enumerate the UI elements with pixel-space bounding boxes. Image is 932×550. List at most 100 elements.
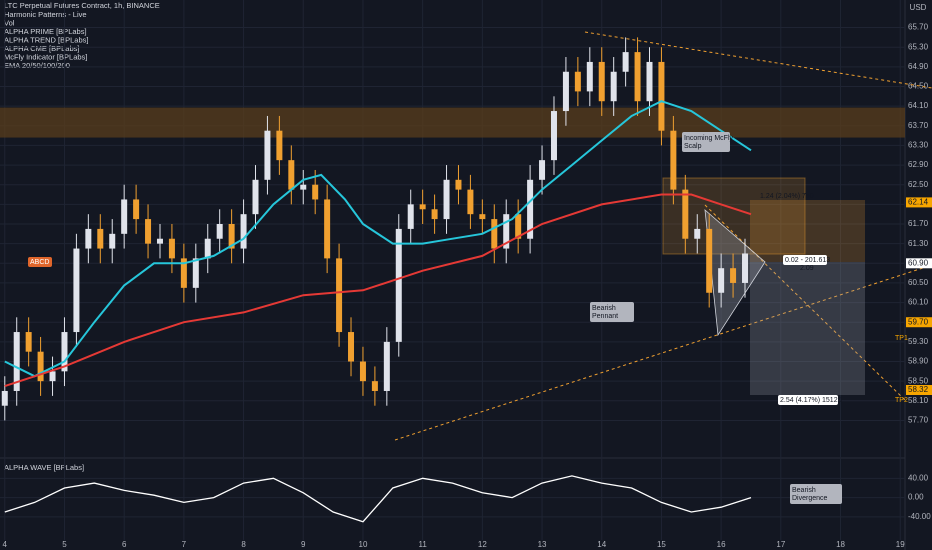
annotation-bg <box>790 484 842 504</box>
y-tick-label: 65.70 <box>908 23 929 32</box>
candle-body <box>359 361 366 382</box>
candle-body <box>491 219 498 249</box>
candle-body <box>324 199 331 259</box>
candle-body <box>192 258 199 288</box>
ema-line <box>4 193 752 388</box>
x-tick-label: 9 <box>301 540 306 549</box>
candle-body <box>646 61 653 102</box>
candle-body <box>539 160 546 180</box>
candle-body <box>419 204 426 210</box>
annotation: 1.24 (2.04%) 750 <box>760 193 814 200</box>
price-label: 62.14 <box>908 198 929 207</box>
candle-body <box>622 52 629 72</box>
price-label-bg <box>906 197 932 208</box>
price-label: 60.90 <box>908 258 929 267</box>
annotation: Bearish Divergence <box>792 487 828 502</box>
x-tick-label: 11 <box>418 540 427 549</box>
annotation-bg <box>590 302 634 322</box>
candle-body <box>682 189 689 239</box>
candle-body <box>670 130 677 190</box>
candle-body <box>694 228 701 239</box>
candle-body <box>121 199 128 234</box>
annotation: 0.02 - 201.613 <box>785 257 830 264</box>
candle-body <box>598 61 605 102</box>
x-tick-label: 4 <box>3 540 8 549</box>
x-tick-label: 18 <box>836 540 845 549</box>
y-tick-label: 58.50 <box>908 376 929 385</box>
x-tick-label: 7 <box>182 540 187 549</box>
candle-body <box>467 189 474 215</box>
y-tick-label: 63.30 <box>908 141 929 150</box>
candle-body <box>300 184 307 190</box>
candle-body <box>180 258 187 288</box>
candle-body <box>336 258 343 333</box>
candle-body <box>240 214 247 249</box>
candle-body <box>288 160 295 190</box>
candle-body <box>407 204 414 229</box>
candle-body <box>204 238 211 259</box>
x-tick-label: 16 <box>717 540 726 549</box>
candle-body <box>37 351 44 382</box>
annotation-line: Incoming McFly <box>684 135 734 142</box>
candle-body <box>706 228 713 293</box>
candle-body <box>216 224 223 239</box>
candle-body <box>1 390 8 406</box>
annotation-line: Pennant <box>592 313 618 320</box>
candle-body <box>49 371 56 382</box>
price-label: 59.70 <box>908 317 929 326</box>
price-label-bg <box>906 384 932 395</box>
y-tick-label: 40.00 <box>908 473 929 482</box>
candle-body <box>527 179 534 239</box>
legend-entry: ALPHA TREND [BPLabs] <box>4 35 88 44</box>
candle-body <box>658 61 665 131</box>
candle-body <box>252 179 259 215</box>
candle-body <box>479 214 486 220</box>
candle-body <box>73 248 80 333</box>
x-tick-label: 13 <box>538 540 547 549</box>
candle-body <box>586 61 593 92</box>
annotation: Bearish Pennant <box>592 305 618 320</box>
candle-body <box>156 238 163 244</box>
ema-line <box>4 100 752 378</box>
candle-body <box>168 238 175 259</box>
y-tick-label: 63.70 <box>908 121 929 130</box>
y-tick-label: 59.30 <box>908 337 929 346</box>
annotation-bg <box>778 395 838 405</box>
x-tick-label: 6 <box>122 540 127 549</box>
candle-body <box>431 209 438 220</box>
trendline <box>704 204 906 401</box>
x-tick-label: 12 <box>478 540 487 549</box>
candle-body <box>13 332 20 391</box>
y-tick-label: 64.90 <box>908 62 929 71</box>
y-tick-label: 60.50 <box>908 278 929 287</box>
candle-body <box>730 268 737 283</box>
x-tick-label: 8 <box>241 540 246 549</box>
candle-body <box>228 224 235 249</box>
x-tick-label: 19 <box>896 540 905 549</box>
price-label-bg <box>906 258 932 269</box>
candle-body <box>25 332 32 352</box>
oscillator-line <box>4 475 752 523</box>
y-tick-label: 61.30 <box>908 239 929 248</box>
candle-body <box>742 253 749 283</box>
trendline <box>584 31 932 89</box>
legend-entry: ALPHA PRIME [BPLabs] <box>4 27 87 36</box>
annotation-line: Scalp <box>684 143 702 150</box>
y-tick-label: 61.70 <box>908 219 929 228</box>
annotation-line: Divergence <box>792 495 828 502</box>
x-tick-label: 10 <box>359 540 368 549</box>
candle-body <box>634 52 641 102</box>
x-tick-label: 15 <box>657 540 666 549</box>
price-label-bg <box>906 317 932 328</box>
legend-entry: EMA 20/50/100/200 <box>4 61 70 70</box>
y-tick-label: 58.90 <box>908 357 929 366</box>
candle-body <box>550 111 557 161</box>
annotation: 2.09 <box>800 265 814 272</box>
annotation: TP1 <box>895 335 908 342</box>
annotation: 2.54 (4.17%) 1512.1 <box>780 397 844 404</box>
x-tick-label: 17 <box>776 540 785 549</box>
y-tick-label: 58.10 <box>908 396 929 405</box>
candle-body <box>312 184 319 200</box>
candle-body <box>145 219 152 244</box>
